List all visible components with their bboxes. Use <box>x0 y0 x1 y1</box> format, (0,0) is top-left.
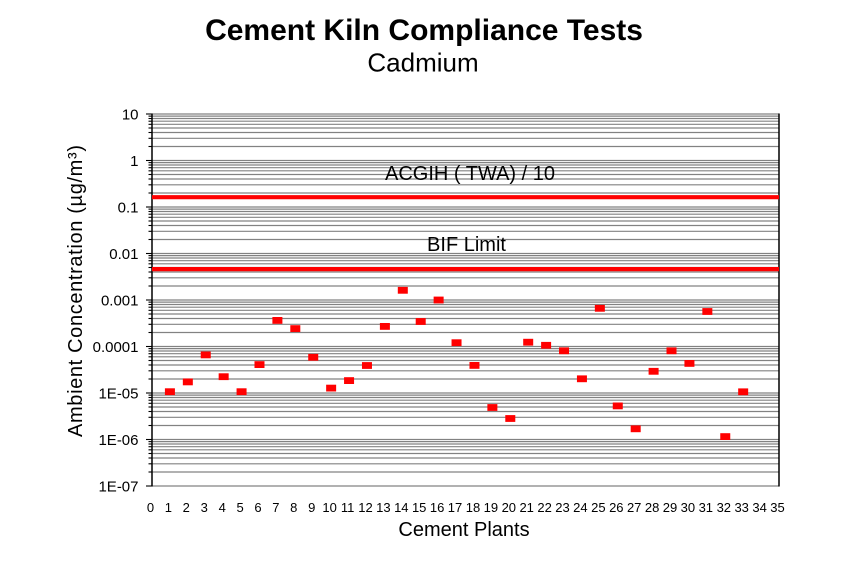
svg-text:21: 21 <box>519 500 533 515</box>
svg-text:3: 3 <box>201 500 208 515</box>
svg-text:9: 9 <box>308 500 315 515</box>
svg-text:13: 13 <box>376 500 390 515</box>
svg-text:16: 16 <box>430 500 444 515</box>
svg-text:BIF Limit: BIF Limit <box>427 234 506 256</box>
svg-text:0.0001: 0.0001 <box>93 339 139 356</box>
svg-text:30: 30 <box>681 500 695 515</box>
svg-text:Cement Kiln Compliance Tests: Cement Kiln Compliance Tests <box>205 14 643 47</box>
svg-text:32: 32 <box>717 500 731 515</box>
svg-text:Ambient Concentration (µg/m³): Ambient Concentration (µg/m³) <box>65 145 87 437</box>
svg-text:1: 1 <box>165 500 172 515</box>
svg-text:0: 0 <box>147 500 154 515</box>
svg-text:25: 25 <box>591 500 605 515</box>
svg-text:0.01: 0.01 <box>109 246 138 263</box>
svg-text:28: 28 <box>645 500 659 515</box>
svg-text:1: 1 <box>130 153 138 170</box>
svg-text:26: 26 <box>609 500 623 515</box>
svg-text:8: 8 <box>290 500 297 515</box>
svg-text:15: 15 <box>412 500 426 515</box>
svg-text:22: 22 <box>537 500 551 515</box>
svg-text:7: 7 <box>272 500 279 515</box>
svg-text:2: 2 <box>183 500 190 515</box>
svg-text:29: 29 <box>663 500 677 515</box>
svg-text:19: 19 <box>484 500 498 515</box>
svg-text:1E-06: 1E-06 <box>98 432 138 449</box>
svg-text:10: 10 <box>322 500 336 515</box>
svg-text:17: 17 <box>448 500 462 515</box>
svg-text:31: 31 <box>699 500 713 515</box>
svg-text:14: 14 <box>394 500 408 515</box>
svg-text:34: 34 <box>752 500 766 515</box>
svg-text:33: 33 <box>734 500 748 515</box>
svg-text:Cement Plants: Cement Plants <box>398 519 529 541</box>
svg-text:23: 23 <box>555 500 569 515</box>
svg-text:10: 10 <box>122 106 139 123</box>
svg-text:5: 5 <box>236 500 243 515</box>
svg-text:4: 4 <box>219 500 226 515</box>
svg-text:12: 12 <box>358 500 372 515</box>
svg-text:20: 20 <box>502 500 516 515</box>
svg-text:0.1: 0.1 <box>118 199 139 216</box>
svg-text:ACGIH ( TWA) / 10: ACGIH ( TWA) / 10 <box>385 163 555 185</box>
svg-text:1E-05: 1E-05 <box>98 385 138 402</box>
svg-text:0.001: 0.001 <box>101 292 139 309</box>
svg-text:6: 6 <box>254 500 261 515</box>
svg-text:11: 11 <box>341 500 355 515</box>
svg-text:24: 24 <box>573 500 587 515</box>
svg-text:27: 27 <box>627 500 641 515</box>
svg-text:35: 35 <box>770 500 784 515</box>
svg-text:Cadmium: Cadmium <box>367 48 478 78</box>
svg-text:1E-07: 1E-07 <box>98 478 138 495</box>
svg-text:18: 18 <box>466 500 480 515</box>
